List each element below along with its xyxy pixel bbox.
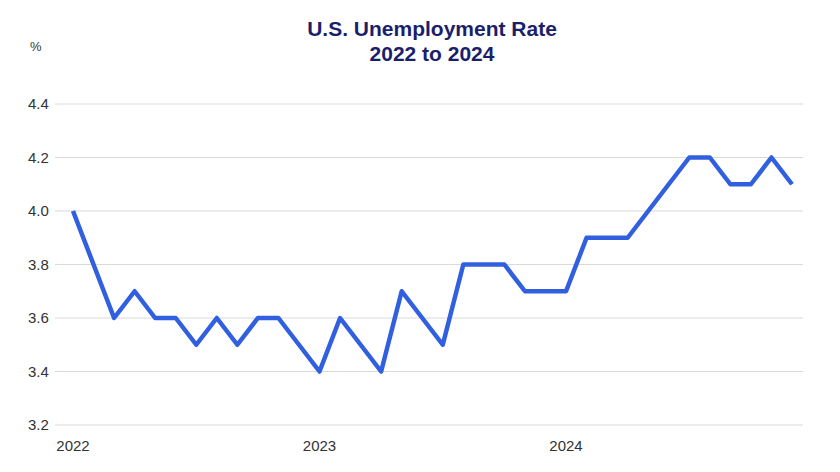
grid-line (55, 103, 803, 104)
y-tick-label: 3.6 (28, 309, 49, 326)
grid-line (55, 264, 803, 265)
x-tick-label: 2023 (303, 437, 336, 454)
y-tick-label: 4.4 (28, 95, 49, 112)
y-tick-label: 4.2 (28, 149, 49, 166)
y-tick-label: 3.8 (28, 256, 49, 273)
grid-line (55, 424, 803, 425)
y-tick-label: 3.2 (28, 416, 49, 433)
grid-line (55, 210, 803, 211)
y-tick-label: 3.4 (28, 363, 49, 380)
x-tick-label: 2024 (549, 437, 582, 454)
series-line (73, 158, 792, 372)
chart-container: U.S. Unemployment Rate2022 to 2024% 3.2 3.… (0, 0, 840, 472)
y-tick-label: 4.0 (28, 202, 49, 219)
chart-svg: U.S. Unemployment Rate2022 to 2024% 3.2 3.… (0, 0, 840, 472)
x-tick-label: 2022 (56, 437, 89, 454)
y-axis-label: % (30, 39, 42, 54)
plot-area (73, 158, 792, 372)
grid-line (55, 371, 803, 372)
subtitle: 2022 to 2024 (370, 42, 495, 65)
title: U.S. Unemployment Rate (307, 17, 557, 40)
